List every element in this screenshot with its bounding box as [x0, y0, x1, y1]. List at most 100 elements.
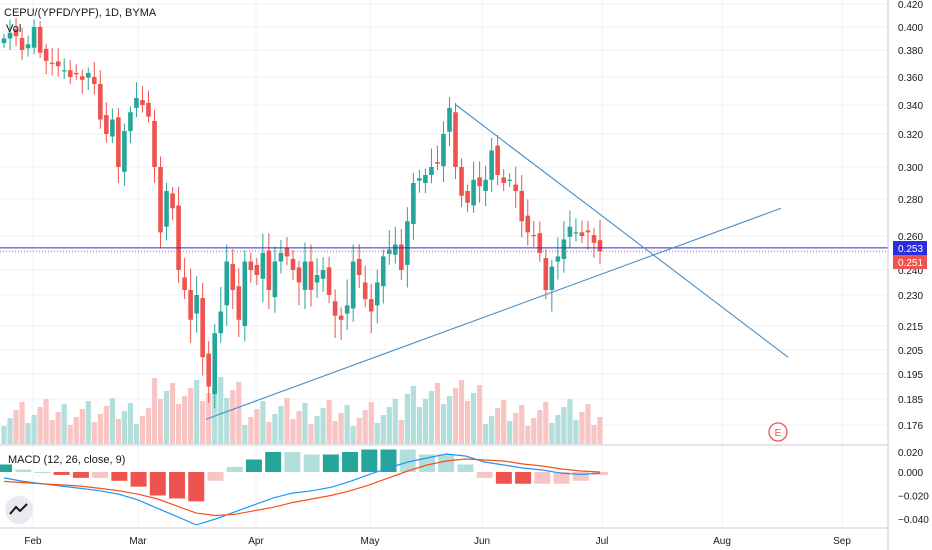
candle-body: [338, 315, 344, 320]
candle-body: [296, 267, 302, 283]
macd-histogram-bar: [399, 449, 416, 472]
volume-bar: [61, 404, 67, 444]
macd-histogram-bar: [188, 472, 205, 502]
volume-bar: [85, 401, 91, 444]
y-tick-label: 0.420: [898, 0, 923, 11]
volume-bar: [440, 404, 447, 444]
volume-bar: [194, 380, 200, 444]
volume-bar: [230, 390, 236, 444]
volume-bar: [422, 399, 429, 444]
macd-label: MACD (12, 26, close, 9): [8, 454, 125, 466]
volume-bar: [332, 421, 338, 444]
candle-body: [98, 84, 103, 120]
volume-bar: [236, 382, 242, 444]
volume-bar: [182, 396, 188, 444]
y-tick-label: 0.280: [898, 195, 923, 206]
macd-histogram-bar: [130, 472, 147, 487]
volume-bar: [362, 410, 368, 444]
candle-body: [25, 44, 31, 49]
volume-bar: [55, 412, 61, 444]
volume-bar: [573, 420, 579, 444]
volume-bar: [386, 407, 392, 444]
candle-body: [200, 298, 205, 358]
volume-bar: [278, 406, 284, 444]
candle-body: [501, 177, 506, 183]
candle-body: [441, 134, 446, 167]
volume-bar: [218, 377, 224, 444]
svg-text:0.251: 0.251: [898, 258, 923, 269]
y-tick-label: 0.195: [898, 370, 923, 381]
volume-bar: [212, 385, 218, 444]
candle-body: [1, 38, 7, 44]
volume-bar: [49, 420, 55, 444]
volume-bar: [139, 416, 146, 444]
macd-y-tick-label: −0.020: [898, 492, 929, 503]
macd-histogram-bar: [207, 472, 224, 481]
volume-bar: [151, 378, 158, 444]
candle-body: [380, 256, 386, 287]
volume-bar: [109, 398, 115, 444]
candle-body: [67, 70, 73, 77]
volume-bar: [483, 424, 489, 444]
volume-bar: [290, 419, 296, 444]
macd-y-tick-label: 0.000: [898, 468, 923, 479]
volume-bar: [1, 426, 7, 444]
volume-bar: [97, 414, 103, 444]
candle-body: [483, 179, 488, 191]
volume-bar: [464, 401, 471, 444]
y-tick-label: 0.380: [898, 46, 923, 57]
volume-bar: [404, 394, 410, 444]
candle-body: [116, 117, 121, 167]
volume-bar: [254, 409, 260, 444]
candle-body: [411, 183, 416, 224]
candle-body: [350, 261, 356, 309]
x-tick-label: Sep: [833, 536, 851, 547]
candle-body: [531, 235, 537, 237]
y-tick-label: 0.340: [898, 101, 923, 112]
candle-body: [128, 112, 133, 132]
candle-body: [507, 179, 512, 181]
volume-bar: [597, 417, 603, 444]
event-marker[interactable]: E: [768, 422, 788, 442]
y-tick-label: 0.205: [898, 346, 923, 357]
macd-histogram-bar: [515, 472, 532, 484]
drawings[interactable]: [0, 104, 888, 420]
volume-bar: [585, 404, 591, 444]
candle-body: [591, 235, 597, 243]
macd-histogram-bar: [0, 464, 12, 472]
candle-body: [567, 226, 573, 237]
macd-histogram-bar: [284, 452, 301, 472]
price-tag-last: 0.251: [893, 255, 927, 269]
volume-bar: [380, 415, 386, 444]
candle-body: [417, 178, 422, 181]
volume-bar: [242, 425, 248, 444]
candles: [1, 17, 603, 409]
volume-bar: [368, 402, 374, 444]
macd-histogram-bar: [303, 454, 320, 472]
candle-body: [344, 305, 350, 314]
volume-bar: [296, 411, 302, 444]
candle-body: [555, 256, 561, 262]
volume-bar: [591, 425, 597, 444]
candle-body: [429, 167, 434, 175]
candle-body: [549, 266, 555, 290]
volume-bar: [507, 421, 513, 444]
macd-histogram-bar: [72, 472, 89, 478]
volume-bar: [37, 407, 43, 444]
macd-histogram-bar: [476, 472, 493, 478]
volume-bar: [308, 424, 314, 444]
volume-bar: [326, 400, 332, 444]
candle-body: [49, 62, 55, 65]
volume-bar: [127, 403, 134, 444]
volume-bar: [19, 402, 25, 444]
macd-histogram-bar: [457, 464, 474, 472]
svg-text:0.253: 0.253: [898, 244, 923, 255]
volume-bar: [458, 380, 465, 444]
candle-body: [465, 191, 470, 203]
volume-bar: [537, 410, 543, 444]
volume-bar: [579, 412, 585, 444]
macd-histogram-bar: [226, 467, 243, 472]
candle-body: [104, 115, 109, 134]
candle-body: [278, 253, 284, 262]
